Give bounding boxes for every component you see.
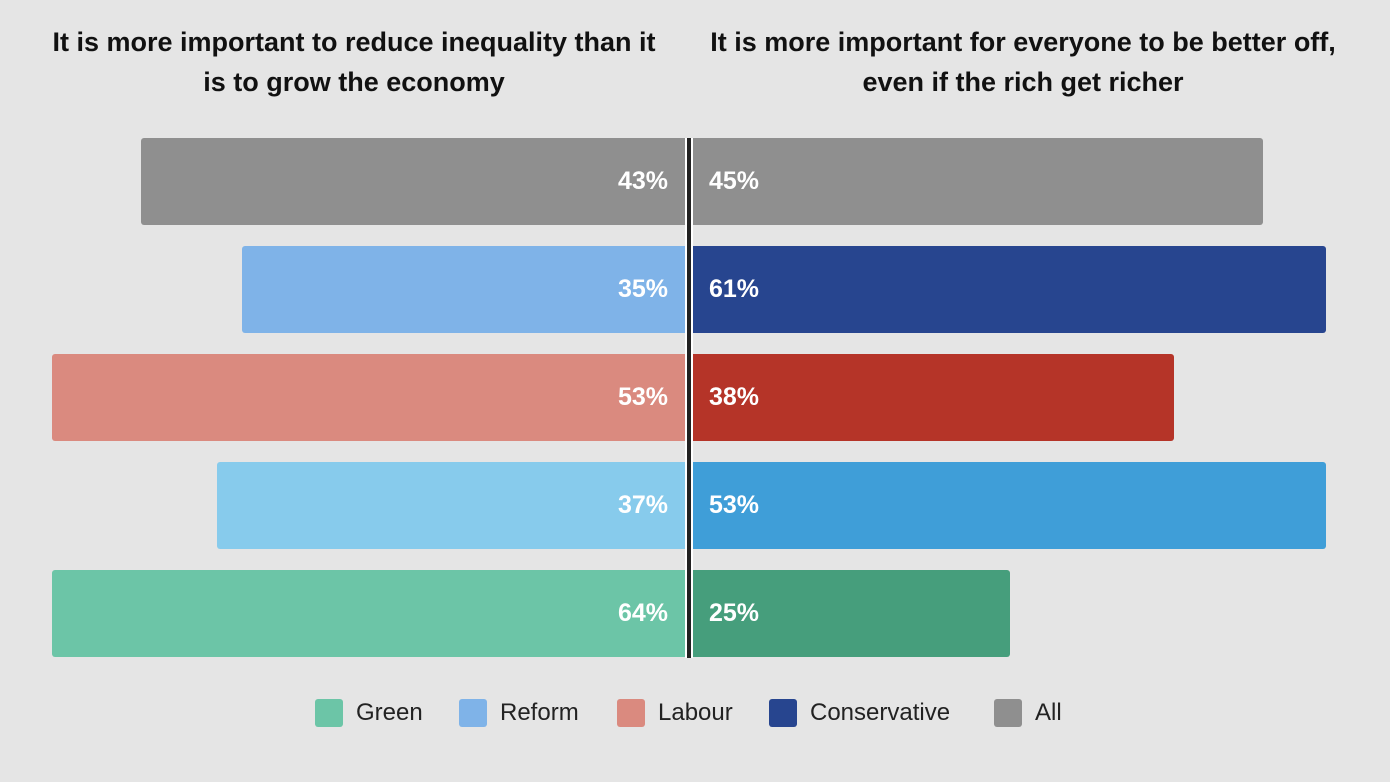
legend-swatch — [994, 699, 1022, 727]
data-label-left-3: 37% — [617, 491, 668, 519]
legend-label: All — [1035, 699, 1062, 726]
legend-label: Labour — [658, 699, 733, 726]
legend-swatch — [617, 699, 645, 727]
right-title: It is more important for everyone to be … — [710, 27, 1336, 97]
center-divider — [685, 138, 693, 658]
legend-swatch — [459, 699, 487, 727]
bar-left-3 — [216, 462, 685, 549]
legend-swatch — [315, 699, 343, 727]
bar-left-4 — [52, 570, 685, 657]
data-label-right-1: 61% — [709, 275, 760, 303]
bar-right-2 — [693, 354, 1175, 441]
legend-label: Reform — [500, 699, 579, 726]
legend-item-reform: Reform — [459, 699, 579, 727]
data-label-left-1: 35% — [617, 275, 668, 303]
data-label-right-0: 45% — [709, 167, 760, 195]
data-label-left-4: 64% — [617, 599, 668, 627]
legend: Green Reform Labour Conservative All — [0, 699, 1390, 729]
bar-right-0 — [693, 138, 1263, 225]
bar-right-3 — [693, 462, 1326, 549]
legend-label: Conservative — [810, 699, 951, 726]
data-label-right-3: 53% — [709, 491, 760, 519]
legend-swatch — [769, 699, 797, 727]
legend-label: Green — [356, 699, 423, 726]
bar-left-0 — [140, 138, 685, 225]
bar-right-1 — [693, 246, 1326, 333]
data-label-left-0: 43% — [617, 167, 668, 195]
bar-left-1 — [241, 246, 685, 333]
data-label-right-4: 25% — [709, 599, 760, 627]
legend-item-conservative: Conservative — [769, 699, 950, 727]
legend-item-labour: Labour — [617, 699, 733, 727]
data-label-right-2: 38% — [709, 383, 760, 411]
left-title: It is more important to reduce inequalit… — [52, 27, 656, 97]
legend-item-green: Green — [315, 699, 423, 727]
bar-right-4 — [693, 570, 1010, 657]
bar-left-2 — [52, 354, 685, 441]
data-label-left-2: 53% — [617, 383, 668, 411]
legend-item-all: All — [994, 699, 1062, 727]
